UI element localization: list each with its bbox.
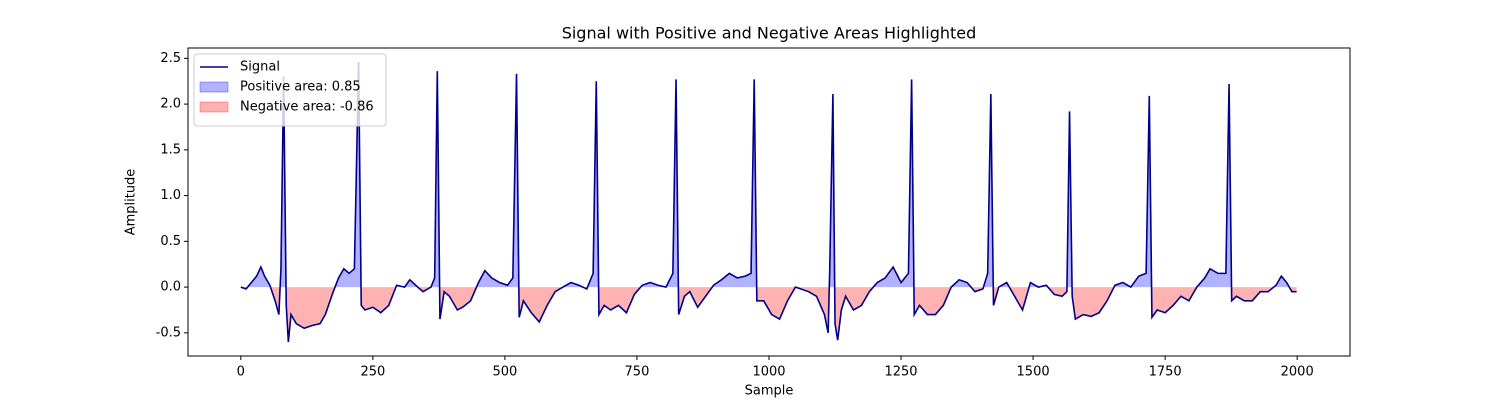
y-tick-label: 2.5 [160,51,181,66]
legend-box [193,53,387,127]
x-tick-label: 1000 [752,365,785,380]
chart-title: Signal with Positive and Negative Areas … [562,24,977,43]
x-tick-label: 1500 [1017,365,1050,380]
legend-label: Negative area: -0.86 [240,100,374,115]
x-tick-label: 0 [237,365,245,380]
legend-label: Positive area: 0.85 [240,80,361,95]
x-tick-label: 1250 [884,365,917,380]
y-tick-label: 0.5 [160,234,181,249]
y-tick-label: -0.5 [156,325,181,340]
plot-frame [187,47,1351,357]
y-tick-label: 2.0 [160,97,181,112]
y-tick-label: 1.0 [160,188,181,203]
x-tick-label: 250 [360,365,385,380]
x-tick-label: 1750 [1149,365,1182,380]
legend: Signal Positive area: 0.85 Negative area: … [193,53,387,127]
x-axis-label: Sample [745,384,794,399]
x-tick-label: 750 [625,365,650,380]
y-tick-label: 1.5 [160,142,181,157]
y-tick-label: 0.0 [160,280,181,295]
x-tick-label: 2000 [1281,365,1314,380]
legend-label: Signal [240,60,280,75]
y-axis-label: Amplitude [124,169,139,236]
legend-swatch [199,101,229,113]
negative-area [240,287,1297,342]
signal-line [240,61,1297,343]
legend-swatch [199,81,229,93]
x-tick-label: 500 [492,365,517,380]
